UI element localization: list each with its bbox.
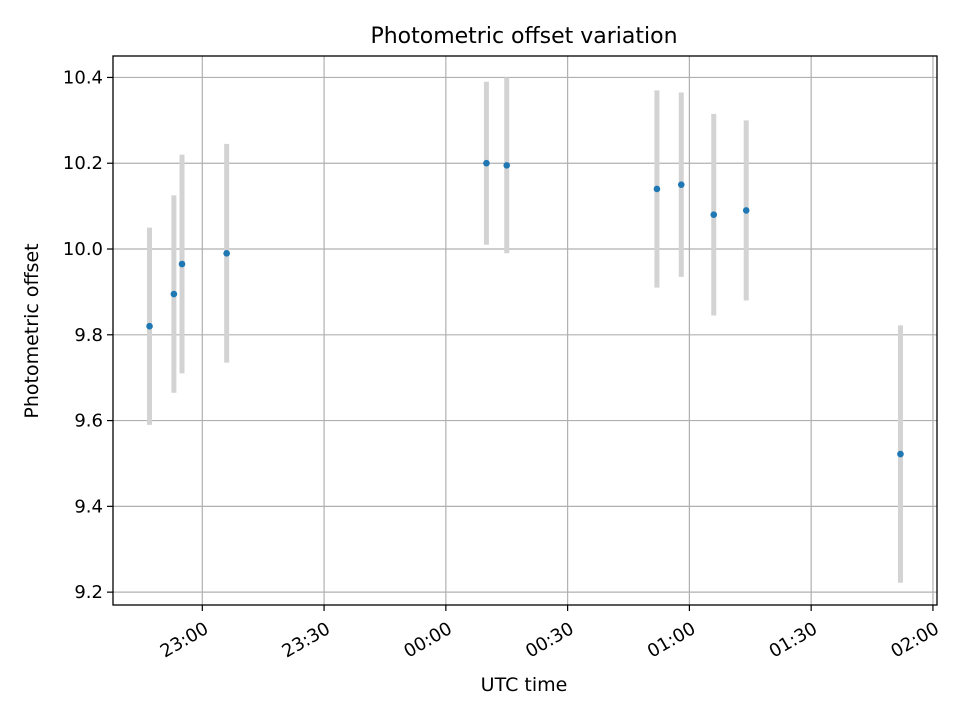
data-point [653, 185, 661, 193]
x-tick-label: 23:30 [279, 618, 334, 662]
data-point [483, 159, 490, 167]
chart-title: Photometric offset variation [370, 24, 677, 49]
x-tick-label: 00:30 [522, 618, 577, 662]
grid [113, 56, 937, 605]
y-tick-label: 10.2 [63, 153, 103, 174]
data-point [710, 211, 718, 218]
x-tick-label: 02:00 [887, 618, 942, 662]
x-tick-label: 01:30 [766, 618, 821, 662]
x-tick-label: 00:00 [400, 618, 455, 662]
data-point [223, 249, 230, 257]
data-point [146, 322, 153, 330]
y-tick-label: 9.8 [74, 325, 103, 346]
x-axis-label: UTC time [481, 674, 568, 696]
y-tick-label: 9.2 [74, 582, 103, 603]
data-point [503, 162, 511, 169]
y-tick-label: 9.4 [74, 496, 103, 517]
x-axis-ticks: 23:00 23:30 00:00 00:30 01:00 01:30 02:00 [157, 605, 943, 662]
x-tick-label: 23:00 [157, 618, 212, 662]
y-tick-label: 10.4 [63, 67, 103, 88]
plot-area-frame [112, 55, 938, 606]
y-tick-label: 10.0 [63, 239, 103, 260]
y-axis-ticks: 9.2 9.4 9.6 9.8 10.0 10.2 10.4 [63, 67, 113, 603]
data-point [178, 260, 186, 268]
x-tick-label: 01:00 [644, 618, 699, 662]
data-point [897, 450, 904, 458]
data-point [677, 181, 685, 188]
y-axis-label: Photometric offset [21, 243, 43, 418]
data-points [146, 159, 904, 458]
data-point [170, 290, 178, 298]
data-point [742, 207, 750, 214]
y-tick-label: 9.6 [74, 411, 103, 432]
